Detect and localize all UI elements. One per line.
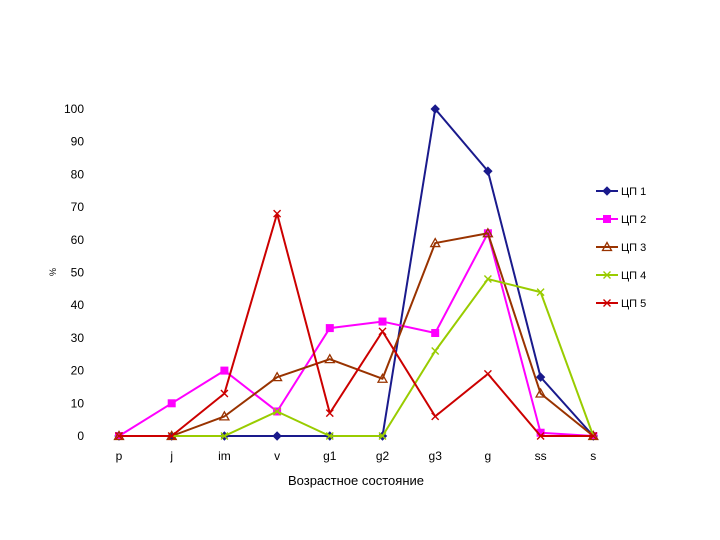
x-tick-label: p — [116, 449, 123, 463]
legend: ЦП 1 ЦП 2 ЦП 3 ЦП 4 ЦП 5 — [596, 186, 646, 310]
y-tick-label: 50 — [71, 266, 85, 280]
data-point — [483, 369, 492, 378]
data-point — [589, 432, 598, 440]
y-tick-label: 60 — [71, 233, 85, 247]
data-point — [431, 346, 440, 355]
x-tick-label: s — [590, 449, 596, 463]
legend-item: ЦП 3 — [596, 241, 646, 254]
data-point — [536, 288, 545, 297]
data-point — [325, 324, 334, 333]
data-point — [483, 275, 492, 284]
series-1 — [114, 104, 599, 441]
y-tick-label: 80 — [71, 167, 85, 181]
series-line — [119, 108, 595, 437]
y-tick-label: 30 — [71, 331, 85, 345]
x-tick-label: g — [485, 449, 492, 463]
legend-marker — [602, 186, 612, 196]
legend-label: ЦП 2 — [621, 214, 646, 226]
data-point — [324, 353, 336, 364]
legend-item: ЦП 1 — [596, 186, 646, 198]
x-tick-label: g2 — [376, 449, 390, 463]
legend-marker — [603, 271, 611, 279]
legend-marker — [601, 241, 613, 252]
y-tick-label: 20 — [71, 364, 85, 378]
data-point — [429, 237, 441, 248]
data-point — [218, 410, 231, 421]
data-point — [220, 366, 229, 375]
y-tick-label: 70 — [71, 200, 85, 214]
x-axis-label: Возрастное состояние — [288, 473, 424, 488]
x-tick-label: v — [274, 449, 280, 463]
series-3 — [113, 227, 599, 441]
y-tick-label: 40 — [71, 298, 85, 312]
legend-item: ЦП 4 — [596, 270, 646, 282]
data-point — [271, 371, 283, 382]
data-point — [167, 399, 176, 408]
data-point — [220, 432, 229, 440]
x-tick-label: j — [169, 449, 173, 463]
data-point — [376, 372, 389, 383]
data-point — [167, 432, 176, 440]
data-point — [273, 407, 282, 416]
series-line — [119, 212, 594, 437]
legend-label: ЦП 4 — [621, 270, 646, 282]
data-point — [535, 372, 546, 382]
x-tick-label: g3 — [429, 449, 443, 463]
data-point — [378, 327, 387, 336]
x-axis-ticks: p j im v g1 g2 g3 g ss s — [116, 449, 597, 463]
data-point — [115, 432, 123, 440]
data-point — [220, 389, 229, 398]
series-line — [119, 232, 594, 437]
series-layer — [113, 104, 599, 441]
legend-label: ЦП 5 — [621, 298, 646, 310]
data-point — [325, 432, 334, 440]
legend-marker — [603, 215, 611, 223]
y-tick-label: 100 — [64, 102, 84, 116]
data-point — [536, 432, 545, 440]
y-axis-ticks: 0 10 20 30 40 50 60 70 80 90 100 — [64, 102, 84, 443]
data-point — [325, 409, 334, 418]
data-point — [431, 412, 440, 421]
legend-label: ЦП 3 — [621, 242, 646, 254]
y-axis-label: % — [48, 268, 58, 276]
x-tick-label: im — [218, 449, 231, 463]
series-5 — [115, 209, 598, 440]
data-point — [378, 317, 387, 326]
data-point — [378, 432, 387, 440]
x-tick-label: ss — [535, 449, 547, 463]
series-2 — [115, 229, 598, 440]
legend-item: ЦП 2 — [596, 214, 646, 226]
series-line — [119, 278, 595, 437]
y-tick-label: 0 — [77, 429, 84, 443]
series-line — [118, 232, 594, 437]
data-point — [273, 209, 282, 218]
data-point — [272, 431, 282, 441]
data-point — [431, 328, 440, 337]
x-tick-label: g1 — [323, 449, 337, 463]
data-point — [430, 104, 440, 114]
y-tick-label: 10 — [71, 396, 85, 410]
y-tick-label: 90 — [71, 135, 85, 149]
legend-item: ЦП 5 — [596, 298, 646, 310]
data-point — [483, 166, 493, 176]
data-point — [482, 227, 494, 238]
series-4 — [115, 275, 598, 440]
legend-label: ЦП 1 — [621, 186, 646, 198]
legend-marker — [603, 299, 611, 307]
data-point — [534, 387, 547, 398]
